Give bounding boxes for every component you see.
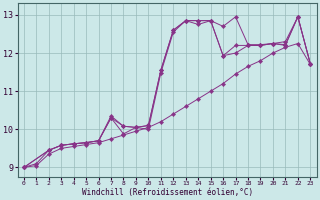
X-axis label: Windchill (Refroidissement éolien,°C): Windchill (Refroidissement éolien,°C) [82, 188, 253, 197]
